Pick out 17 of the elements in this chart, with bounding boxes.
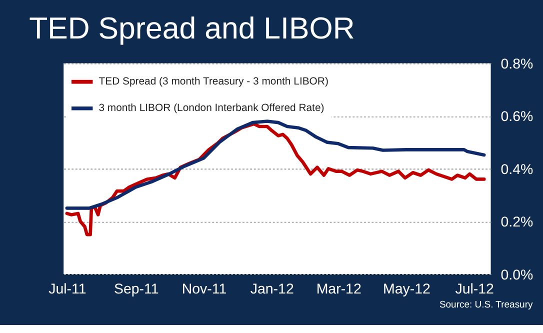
y-tick-label: 0.6% <box>500 109 534 126</box>
x-tick-label: Jan-12 <box>250 282 294 298</box>
legend-label: 3 month LIBOR (London Interbank Offered Rate) <box>98 103 324 114</box>
y-tick-label: 0.0% <box>500 267 534 284</box>
line-series <box>65 120 486 210</box>
chart-title: TED Spread and LIBOR <box>29 12 355 46</box>
x-tick-label: Jul-11 <box>48 282 86 298</box>
y-tick-label: 0.2% <box>500 214 534 231</box>
y-tick-label: 0.4% <box>500 162 534 178</box>
source-note: Source: U.S. Treasury <box>439 299 533 310</box>
x-tick-label: Nov-11 <box>182 282 227 298</box>
x-tick-label: Jul-12 <box>455 282 494 298</box>
legend-label: TED Spread (3 month Treasury - 3 month LIBOR) <box>98 76 328 88</box>
x-tick-label: May-12 <box>383 282 431 298</box>
x-tick-label: Sep-11 <box>114 282 159 298</box>
x-tick-label: Mar-12 <box>316 282 362 298</box>
y-tick-label: 0.8% <box>500 56 534 73</box>
